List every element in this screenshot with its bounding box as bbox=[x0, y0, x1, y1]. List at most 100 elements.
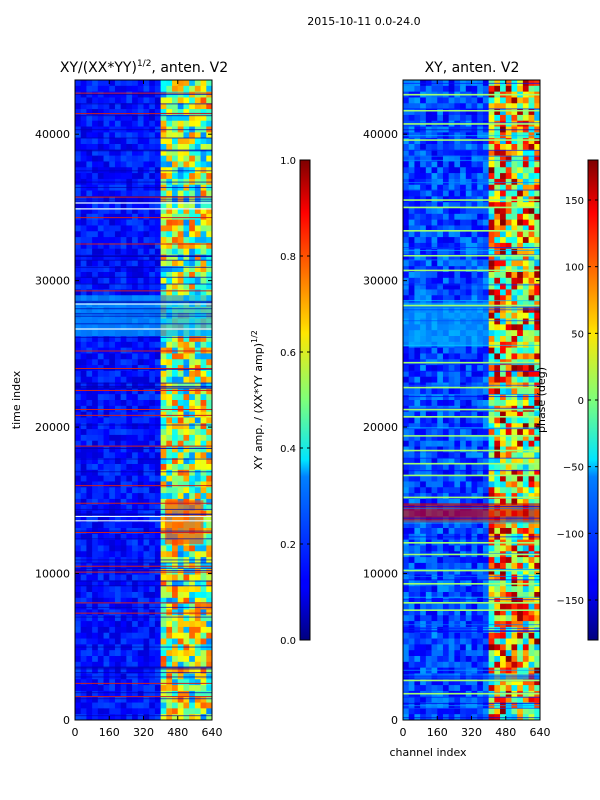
left-texture-cell bbox=[206, 359, 212, 366]
left-texture-cell bbox=[114, 254, 122, 261]
left-texture-cell bbox=[177, 423, 184, 430]
left-texture-cell bbox=[189, 353, 196, 360]
left-texture-cell bbox=[114, 144, 122, 151]
right-texture-cell bbox=[482, 155, 490, 162]
left-texture-cell bbox=[160, 464, 167, 471]
left-texture-cell bbox=[103, 580, 110, 587]
left-texture-cell bbox=[177, 266, 184, 273]
left-texture-cell bbox=[194, 493, 201, 500]
left-texture-cell bbox=[194, 551, 201, 558]
left-texture-cell bbox=[183, 370, 190, 378]
left-texture-cell bbox=[137, 289, 144, 296]
left-texture-cell bbox=[97, 272, 104, 279]
right-texture-cell bbox=[403, 498, 410, 506]
right-texture-cell bbox=[505, 149, 512, 157]
left-texture-cell bbox=[97, 516, 104, 523]
left-texture-cell bbox=[80, 417, 87, 424]
left-texture-cell bbox=[80, 190, 87, 197]
left-texture-cell bbox=[149, 144, 156, 151]
right-texture-cell bbox=[534, 400, 540, 407]
left-texture-cell bbox=[137, 388, 144, 395]
right-texture-cell bbox=[454, 248, 461, 255]
left-texture-cell bbox=[92, 440, 99, 447]
left-texture-cell bbox=[80, 114, 87, 122]
right-texture-cell bbox=[494, 173, 501, 180]
left-texture-cell bbox=[109, 173, 116, 180]
left-texture-cell bbox=[126, 376, 133, 383]
left-texture-cell bbox=[114, 452, 122, 459]
left-texture-cell bbox=[172, 603, 179, 610]
left-texture-cell bbox=[194, 394, 201, 401]
left-streak bbox=[75, 103, 212, 105]
right-texture-cell bbox=[522, 440, 529, 447]
right-texture-cell bbox=[408, 277, 415, 285]
left-texture-cell bbox=[120, 353, 127, 360]
right-texture-cell bbox=[528, 301, 535, 308]
left-texture-cell bbox=[194, 114, 201, 122]
left-texture-cell bbox=[114, 231, 122, 238]
left-colorbar-tick-label: 0.0 bbox=[280, 636, 296, 647]
left-texture-cell bbox=[137, 586, 144, 593]
left-texture-cell bbox=[109, 114, 116, 122]
right-texture-cell bbox=[494, 318, 501, 325]
right-texture-cell bbox=[517, 213, 524, 221]
left-texture-cell bbox=[137, 621, 144, 628]
left-texture-cell bbox=[109, 615, 116, 622]
right-texture-cell bbox=[534, 109, 540, 116]
left-texture-cell bbox=[80, 353, 87, 360]
left-texture-cell bbox=[126, 202, 133, 209]
right-texture-cell bbox=[505, 592, 512, 599]
right-texture-cell bbox=[517, 312, 524, 319]
right-texture-cell bbox=[442, 254, 450, 261]
right-texture-cell bbox=[511, 522, 518, 529]
right-texture-cell bbox=[517, 347, 524, 354]
left-texture-cell bbox=[194, 213, 201, 221]
right-texture-cell bbox=[511, 475, 518, 482]
right-texture-cell bbox=[465, 144, 472, 151]
left-texture-cell bbox=[160, 219, 167, 226]
right-texture-cell bbox=[477, 225, 484, 232]
right-texture-cell bbox=[505, 568, 512, 575]
right-texture-cell bbox=[448, 213, 455, 221]
left-texture-cell bbox=[114, 440, 122, 447]
right-texture-cell bbox=[528, 312, 535, 319]
right-texture-cell bbox=[494, 434, 501, 442]
right-texture-cell bbox=[437, 417, 444, 424]
right-texture-cell bbox=[431, 603, 438, 610]
right-texture-cell bbox=[454, 289, 461, 296]
right-texture-cell bbox=[420, 574, 427, 581]
right-texture-cell bbox=[494, 149, 501, 157]
right-texture-cell bbox=[442, 411, 450, 418]
left-texture-cell bbox=[120, 161, 127, 168]
right-texture-cell bbox=[448, 452, 455, 459]
left-texture-cell bbox=[194, 696, 201, 703]
left-texture-cell bbox=[126, 661, 133, 669]
left-texture-cell bbox=[177, 656, 184, 663]
left-texture-cell bbox=[109, 533, 116, 541]
left-streak bbox=[75, 580, 212, 582]
right-texture-cell bbox=[522, 376, 529, 383]
left-texture-cell bbox=[149, 493, 156, 500]
right-texture-cell bbox=[454, 376, 461, 383]
right-texture-cell bbox=[534, 149, 540, 157]
right-texture-cell bbox=[534, 370, 540, 378]
left-texture-cell bbox=[114, 475, 122, 482]
left-texture-cell bbox=[206, 638, 212, 645]
left-texture-cell bbox=[154, 696, 162, 703]
left-texture-cell bbox=[177, 376, 184, 383]
left-texture-cell bbox=[86, 97, 93, 104]
right-texture-cell bbox=[494, 394, 501, 401]
right-texture-cell bbox=[403, 400, 410, 407]
right-texture-cell bbox=[403, 213, 410, 221]
left-texture-cell bbox=[143, 353, 150, 360]
right-texture-cell bbox=[414, 161, 421, 168]
left-texture-cell bbox=[114, 161, 122, 168]
right-heatmap-panel: XY, anten. V2 0 160 320 480 640 010000200003… bbox=[363, 60, 551, 759]
left-texture-cell bbox=[126, 440, 133, 447]
right-texture-cell bbox=[528, 557, 535, 564]
left-texture-cell bbox=[92, 417, 99, 424]
right-texture-cell bbox=[494, 592, 501, 599]
left-texture-cell bbox=[189, 341, 196, 349]
right-texture-cell bbox=[522, 603, 529, 610]
left-texture-cell bbox=[109, 661, 116, 669]
